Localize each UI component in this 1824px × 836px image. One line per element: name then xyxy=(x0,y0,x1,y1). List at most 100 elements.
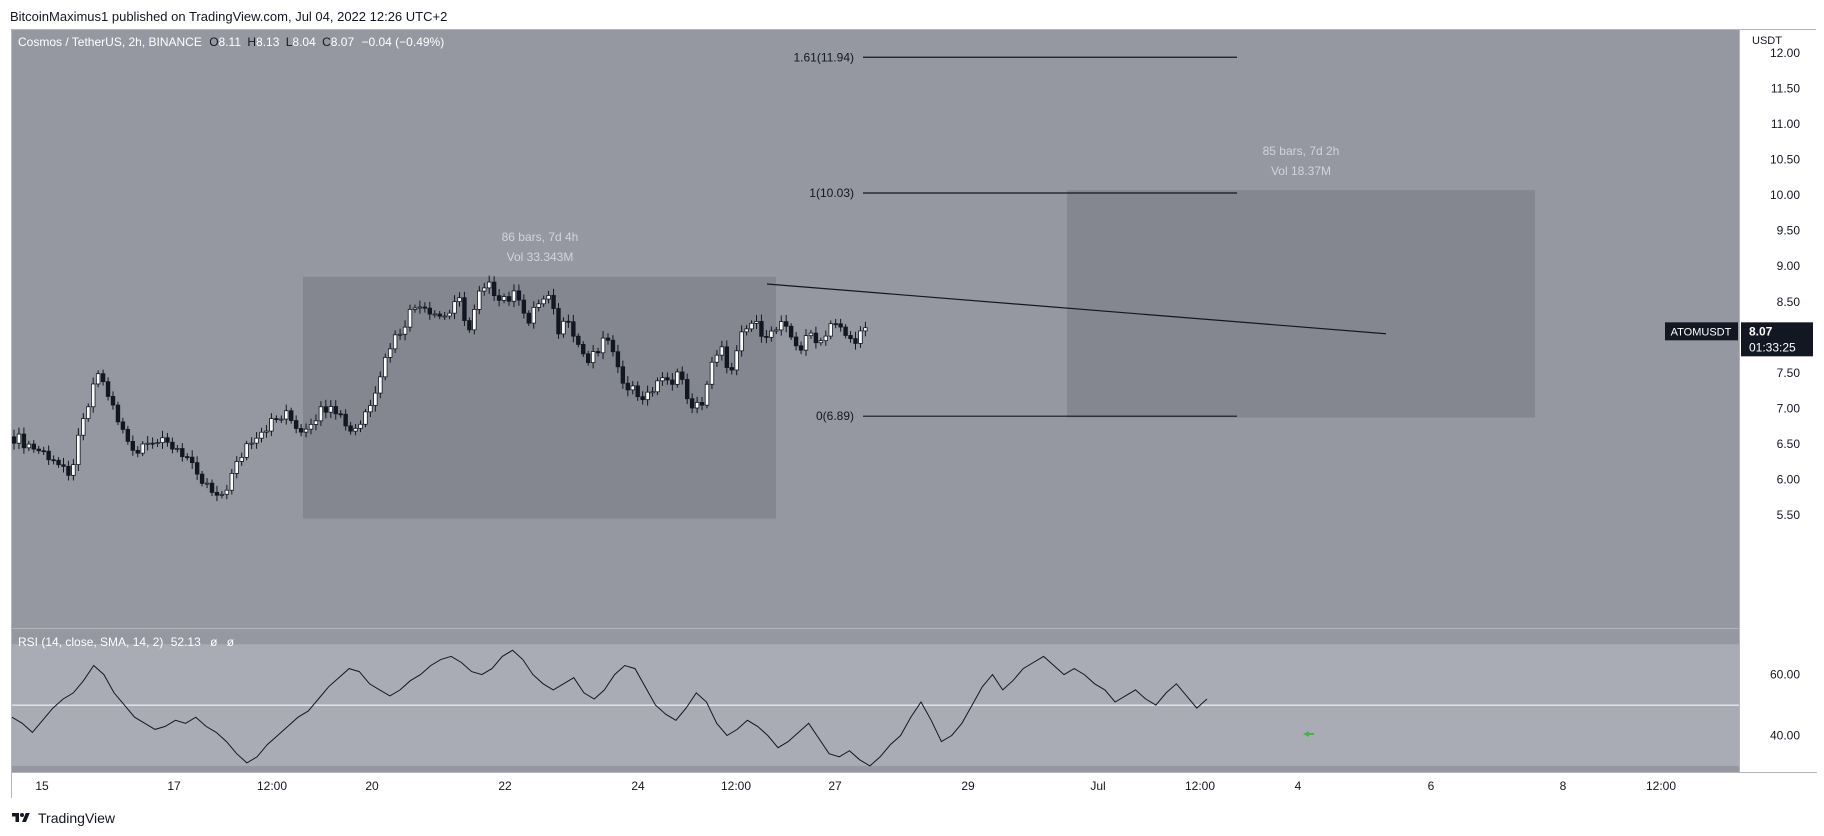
candle-body xyxy=(338,413,343,416)
legend-close-label: C xyxy=(322,35,331,49)
candle-body xyxy=(298,428,304,433)
candle-body xyxy=(279,418,284,421)
legend-low-label: L xyxy=(285,35,293,49)
legend-close-value: 8.07 xyxy=(330,35,355,49)
candle-body xyxy=(754,321,759,324)
candle-body xyxy=(155,442,160,444)
candle-body xyxy=(269,418,274,432)
candle-body xyxy=(779,321,784,331)
candle-body xyxy=(610,339,616,353)
candle-body xyxy=(640,396,645,401)
publisher-header: BitcoinMaximus1 published on TradingView… xyxy=(10,9,448,24)
candle-body xyxy=(526,312,531,324)
rsi-legend-extra-1: ø xyxy=(210,635,218,649)
time-axis: 15 17 12:00 20 22 24 12:00 27 29 Jul 12:00 4 6 8 12:00 xyxy=(35,779,1676,793)
price-axis-tick: 5.50 xyxy=(1777,508,1801,522)
candle-body xyxy=(472,308,477,331)
rsi-line xyxy=(12,649,1208,767)
candle-body xyxy=(145,442,150,445)
candle-body xyxy=(219,493,225,496)
candle-body xyxy=(536,303,541,308)
price-axis-tick: 10.50 xyxy=(1770,153,1800,167)
candle-body xyxy=(21,433,27,449)
candle-body xyxy=(516,290,522,301)
candle-body xyxy=(581,344,586,355)
time-axis-tick: Jul xyxy=(1090,779,1105,793)
candle-body xyxy=(274,418,279,421)
candle-body xyxy=(566,320,571,323)
candle-body xyxy=(774,329,779,332)
time-axis-tick: 17 xyxy=(167,779,181,793)
range-box xyxy=(1067,190,1535,418)
candle-body xyxy=(600,337,606,354)
candle-body xyxy=(660,377,665,382)
candle-body xyxy=(808,332,814,337)
candle-body xyxy=(788,325,794,338)
candle-body xyxy=(333,406,338,415)
fib-level-label: 0(6.89) xyxy=(816,409,854,423)
tradingview-logo[interactable]: TradingView xyxy=(10,808,115,828)
candle-body xyxy=(595,351,601,354)
candle-body xyxy=(744,328,749,333)
candle-body xyxy=(175,448,180,450)
chart-canvas[interactable]: 86 bars, 7d 4h Vol 33.343M 85 bars, 7d 2h V… xyxy=(12,30,1817,799)
candle-body xyxy=(51,459,56,462)
candle-body xyxy=(694,402,700,409)
candle-body xyxy=(561,320,566,335)
candle-body xyxy=(214,492,220,496)
candle-body xyxy=(76,434,81,466)
candle-body xyxy=(318,406,324,422)
candle-body xyxy=(848,335,853,340)
candle-body xyxy=(714,354,720,363)
rsi-legend-value: 52.13 xyxy=(170,635,201,649)
time-axis-tick: 8 xyxy=(1560,779,1567,793)
candle-body xyxy=(130,441,135,451)
price-axis-tick: 9.50 xyxy=(1777,224,1801,238)
candle-body xyxy=(571,321,576,337)
price-axis-tick: 7.00 xyxy=(1777,401,1801,415)
candle-body xyxy=(724,346,729,368)
chart-frame[interactable]: 86 bars, 7d 4h Vol 33.343M 85 bars, 7d 2h V… xyxy=(11,29,1817,799)
candle-body xyxy=(110,396,116,406)
candle-body xyxy=(91,383,96,408)
price-axis-tick: 10.00 xyxy=(1770,188,1800,202)
candle-body xyxy=(343,413,348,427)
candle-body xyxy=(650,391,655,394)
candle-body xyxy=(422,306,428,309)
candlestick-series xyxy=(12,275,868,502)
candle-body xyxy=(160,437,165,443)
candle-body xyxy=(140,443,145,454)
candle-body xyxy=(209,482,215,493)
candle-body xyxy=(670,379,675,385)
candle-body xyxy=(704,383,710,406)
candle-body xyxy=(66,465,71,476)
candle-body xyxy=(590,351,596,363)
candle-body xyxy=(26,443,32,449)
time-axis-tick: 12:00 xyxy=(257,779,287,793)
candle-body xyxy=(843,326,848,336)
candle-body xyxy=(224,489,230,495)
candle-body xyxy=(764,335,769,338)
fib-level-label: 1(10.03) xyxy=(809,186,854,200)
range-box-volume-label: Vol 33.343M xyxy=(507,250,574,264)
candle-body xyxy=(769,330,774,338)
candle-body xyxy=(803,335,809,351)
time-axis-tick: 15 xyxy=(35,779,49,793)
tradingview-logo-icon xyxy=(12,813,30,822)
candle-body xyxy=(685,379,690,400)
fib-level-label: 1.61(11.94) xyxy=(794,50,855,64)
rsi-axis-tick: 40.00 xyxy=(1770,728,1800,742)
time-axis-tick: 27 xyxy=(828,779,842,793)
candle-body xyxy=(259,431,264,439)
candle-body xyxy=(170,441,175,450)
candle-body xyxy=(165,437,170,443)
main-legend[interactable]: Cosmos / TetherUS, 2h, BINANCE O8.11 H8.… xyxy=(18,35,444,49)
rsi-legend[interactable]: RSI (14, close, SMA, 14, 2) 52.13 ø ø xyxy=(18,635,234,649)
candle-body xyxy=(501,296,507,301)
legend-symbol: Cosmos / TetherUS, 2h, BINANCE xyxy=(18,35,202,49)
candle-body xyxy=(402,326,408,335)
candle-body xyxy=(620,366,626,384)
candle-body xyxy=(798,345,804,351)
current-price-tag: ATOMUSDT 8.07 01:33:25 xyxy=(1665,322,1813,357)
legend-change: −0.04 (−0.49%) xyxy=(361,35,445,49)
